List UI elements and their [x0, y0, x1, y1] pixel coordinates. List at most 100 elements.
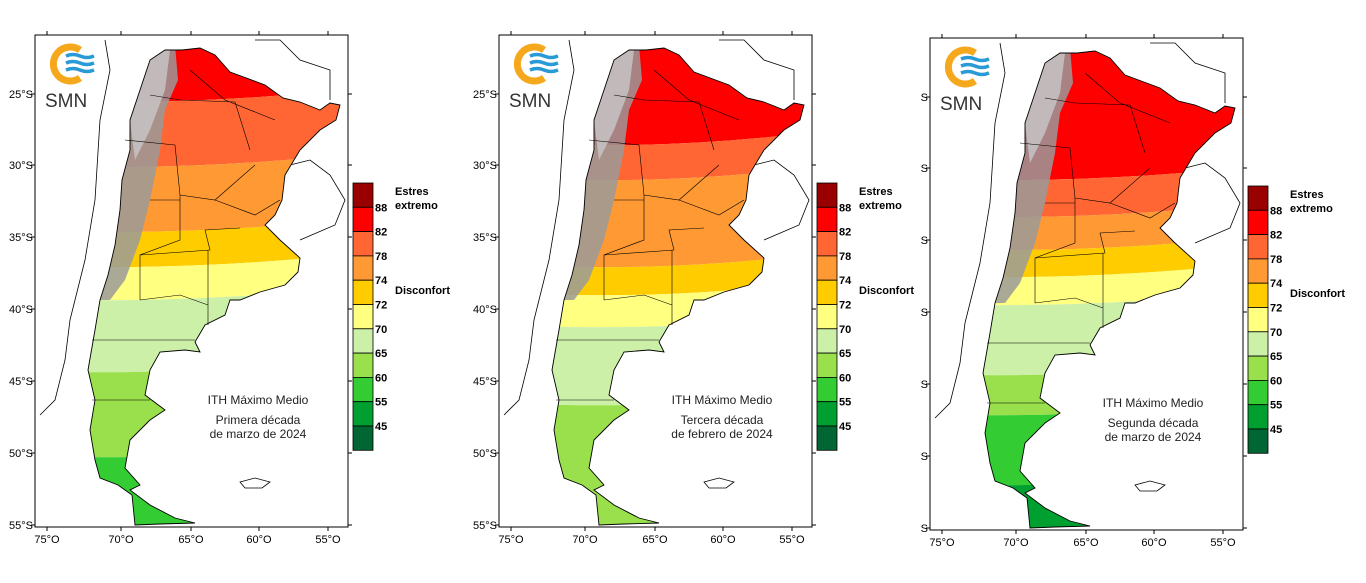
legend-tick-label: 82 [839, 227, 851, 239]
legend-swatch [1247, 282, 1269, 308]
andes-relief [564, 48, 642, 300]
map-period: de marzo de 2024 [1105, 430, 1202, 444]
province-borders [92, 69, 281, 401]
legend-swatch [1247, 185, 1269, 211]
legend-tick-label: 74 [1270, 278, 1283, 290]
andes-relief-light [594, 50, 634, 160]
legend-tick-label: 70 [1270, 327, 1282, 339]
legend-tick-label: 72 [1270, 303, 1282, 315]
smn-logo-wave-icon [529, 66, 559, 74]
lat-label: 50°S [9, 448, 33, 460]
lat-label: 30°S [473, 160, 497, 172]
legend-swatch [816, 255, 838, 281]
legend-category-stress: Estres extremo [395, 186, 438, 212]
legend-tick-label: 74 [375, 275, 388, 287]
smn-logo-sun-icon [944, 46, 977, 88]
legend-tick-label: 65 [1270, 351, 1282, 363]
legend-tick-label: 55 [1270, 400, 1282, 412]
legend-category-discomfort: Disconfort [859, 285, 914, 297]
lat-label: S [921, 379, 928, 391]
lon-label: 65°O [178, 534, 204, 546]
legend-swatch [816, 401, 838, 427]
legend-swatch [352, 231, 374, 257]
legend-tick-label: 65 [839, 348, 851, 360]
malvinas-islands [1134, 480, 1166, 492]
lat-label: S [921, 451, 928, 463]
map-period: de marzo de 2024 [210, 427, 307, 441]
legend-tick-label: 55 [839, 397, 851, 409]
lat-label: 30°S [9, 160, 33, 172]
map-period: Tercera década [681, 413, 764, 427]
smn-logo-wave-icon [960, 55, 990, 63]
map-period: Primera década [216, 413, 301, 427]
legend-tick-label: 72 [839, 300, 851, 312]
ith-map: 25°S 30°S 35°S 40°S 45°S 50°S 55°S75°O 70°O 65°O… [473, 31, 914, 546]
legend-category-stress: Estres extremo [1290, 189, 1333, 215]
map-title: ITH Máximo Medio [208, 393, 309, 407]
lat-label: 45°S [473, 376, 497, 388]
map-period: Segunda década [1108, 416, 1199, 430]
province-borders [556, 69, 745, 401]
lat-label: 25°S [473, 89, 497, 101]
legend-tick-label: 65 [375, 348, 387, 360]
lat-label: 40°S [9, 304, 33, 316]
legend-swatch [816, 231, 838, 257]
ith-band [552, 265, 804, 328]
legend-tick-label: 88 [375, 202, 387, 214]
lat-label: 40°S [473, 304, 497, 316]
andes-relief-light [1025, 53, 1065, 163]
lat-label: S [921, 92, 928, 104]
legend-swatch [816, 206, 838, 233]
lat-label: 55°S [9, 520, 33, 532]
legend-swatch [816, 376, 838, 403]
lon-label: 55°O [315, 534, 341, 546]
legend-swatch [816, 304, 838, 330]
ith-map: 25°S 30°S 35°S 40°S 45°S 50°S 55°S75°O 70°O 65°O… [9, 31, 450, 546]
argentina-outline [982, 50, 1236, 529]
legend-tick-label: 60 [839, 372, 851, 384]
lon-label: 55°O [1210, 537, 1236, 549]
legend-tick-label: 45 [839, 421, 851, 433]
smn-logo-wave-icon [65, 66, 95, 74]
smn-logo-wave-icon [960, 69, 990, 77]
malvinas-islands [239, 477, 271, 489]
lon-label: 75°O [929, 537, 955, 549]
smn-logo-sun-icon [513, 43, 546, 85]
smn-logo-wave-icon [529, 52, 559, 60]
smn-logo-wave-icon [960, 62, 990, 70]
lat-label: 55°S [473, 520, 497, 532]
legend-swatch [352, 425, 374, 451]
lon-label: 60°O [710, 534, 736, 546]
lat-label: S [921, 307, 928, 319]
andes-relief [100, 48, 178, 300]
map-panel-3: S S S S S S S 75°O 70°O 65°O 60°O 55°O SMN ITH Máximo… [895, 3, 1355, 583]
lat-label: 35°S [473, 232, 497, 244]
lon-label: 60°O [1141, 537, 1167, 549]
legend-tick-label: 55 [375, 397, 387, 409]
legend-swatch [352, 376, 374, 403]
legend-tick-label: 82 [375, 227, 387, 239]
legend-tick-label: 88 [839, 202, 851, 214]
legend-swatch [352, 328, 374, 354]
lon-label: 75°O [498, 534, 524, 546]
legend-category-line: Estres [1290, 189, 1324, 201]
legend-swatch [352, 206, 374, 233]
smn-logo: SMN [940, 46, 990, 115]
legend-tick-label: 70 [839, 324, 851, 336]
legend-swatch [352, 182, 374, 208]
lon-label: 65°O [642, 534, 668, 546]
argentina-outline [551, 47, 805, 526]
legend-swatch [1247, 234, 1269, 260]
smn-logo-wave-icon [529, 59, 559, 67]
neighbour-borders [934, 42, 1241, 419]
legend-tick-label: 60 [375, 372, 387, 384]
lat-label: 35°S [9, 232, 33, 244]
neighbour-borders [39, 39, 346, 416]
legend-category-line: extremo [395, 200, 438, 212]
legend-swatch [352, 352, 374, 378]
lon-label: 65°O [1073, 537, 1099, 549]
smn-logo-text: SMN [509, 91, 551, 112]
lat-label: 50°S [473, 448, 497, 460]
lat-label: 45°S [9, 376, 33, 388]
